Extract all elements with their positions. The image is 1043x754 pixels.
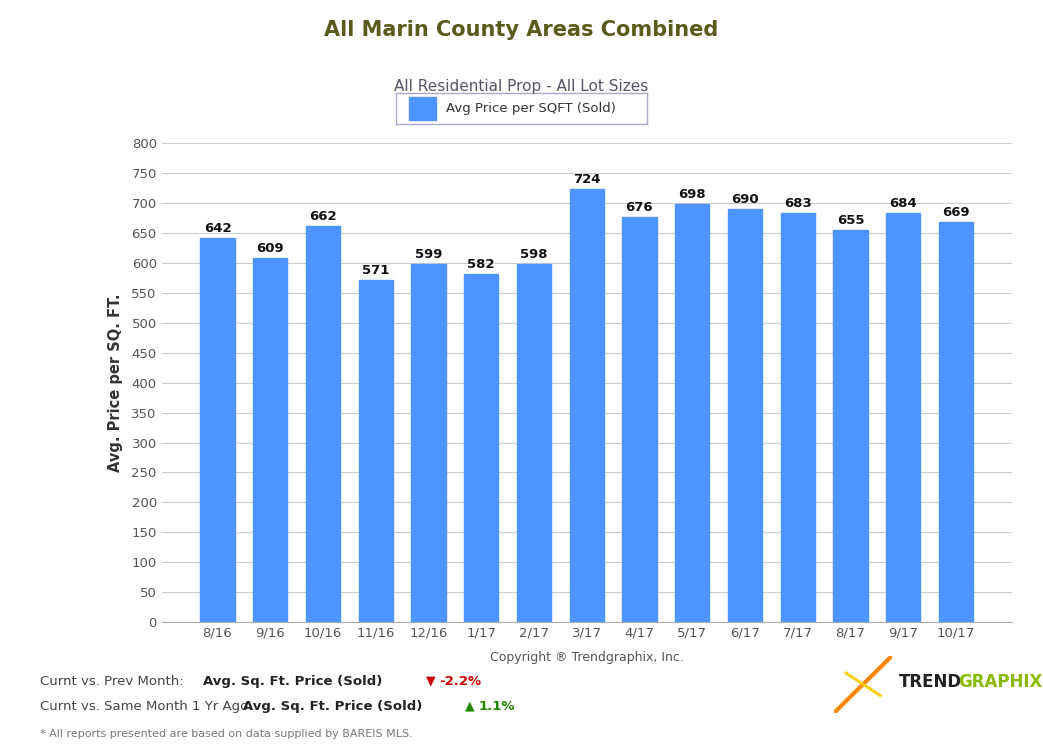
Bar bbox=[411, 264, 445, 622]
Bar bbox=[516, 264, 551, 622]
Bar bbox=[409, 97, 436, 120]
Text: 724: 724 bbox=[573, 173, 601, 185]
Bar bbox=[887, 213, 920, 622]
Text: -2.2%: -2.2% bbox=[439, 675, 481, 688]
Text: Avg. Sq. Ft. Price (Sold): Avg. Sq. Ft. Price (Sold) bbox=[243, 700, 422, 713]
Text: * All reports presented are based on data supplied by BAREIS MLS.: * All reports presented are based on dat… bbox=[40, 729, 412, 739]
Text: 642: 642 bbox=[203, 222, 232, 234]
Text: 684: 684 bbox=[890, 197, 917, 210]
X-axis label: Copyright ® Trendgraphix, Inc.: Copyright ® Trendgraphix, Inc. bbox=[490, 651, 683, 664]
Bar bbox=[623, 217, 657, 622]
Text: 582: 582 bbox=[467, 258, 495, 271]
Text: ▼: ▼ bbox=[426, 675, 435, 688]
Bar bbox=[939, 222, 973, 622]
Text: 662: 662 bbox=[309, 210, 337, 223]
Text: 609: 609 bbox=[257, 241, 284, 255]
Text: TREND: TREND bbox=[899, 673, 963, 691]
Bar bbox=[728, 209, 762, 622]
Bar bbox=[569, 188, 604, 622]
Bar bbox=[359, 280, 393, 622]
Bar bbox=[200, 238, 235, 622]
Text: GRAPHIX: GRAPHIX bbox=[959, 673, 1043, 691]
Y-axis label: Avg. Price per SQ. FT.: Avg. Price per SQ. FT. bbox=[108, 293, 123, 472]
Bar bbox=[306, 226, 340, 622]
Text: Avg Price per SQFT (Sold): Avg Price per SQFT (Sold) bbox=[446, 102, 616, 115]
Text: Curnt vs. Prev Month:: Curnt vs. Prev Month: bbox=[40, 675, 188, 688]
Text: All Marin County Areas Combined: All Marin County Areas Combined bbox=[324, 20, 719, 40]
Text: All Residential Prop - All Lot Sizes: All Residential Prop - All Lot Sizes bbox=[394, 79, 649, 94]
Text: 1.1%: 1.1% bbox=[479, 700, 515, 713]
Bar bbox=[253, 258, 287, 622]
Text: Avg. Sq. Ft. Price (Sold): Avg. Sq. Ft. Price (Sold) bbox=[203, 675, 383, 688]
Text: ▲: ▲ bbox=[465, 700, 475, 713]
Text: 669: 669 bbox=[942, 206, 970, 219]
Bar bbox=[833, 230, 868, 622]
Text: 571: 571 bbox=[362, 265, 389, 277]
Bar bbox=[780, 213, 815, 622]
Text: 690: 690 bbox=[731, 193, 758, 206]
Bar bbox=[464, 274, 499, 622]
Text: 598: 598 bbox=[520, 248, 548, 261]
Text: 698: 698 bbox=[678, 188, 706, 201]
Text: 599: 599 bbox=[415, 247, 442, 261]
Text: 683: 683 bbox=[783, 198, 811, 210]
Text: Curnt vs. Same Month 1 Yr Ago:: Curnt vs. Same Month 1 Yr Ago: bbox=[40, 700, 257, 713]
Text: 676: 676 bbox=[626, 201, 653, 214]
Bar bbox=[675, 204, 709, 622]
Text: 655: 655 bbox=[836, 214, 865, 227]
